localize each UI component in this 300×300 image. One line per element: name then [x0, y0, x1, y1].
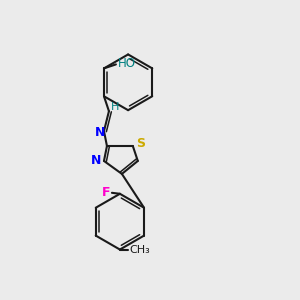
Text: H: H	[111, 102, 119, 112]
Text: N: N	[91, 154, 101, 167]
Text: HO: HO	[118, 57, 136, 70]
Text: F: F	[101, 186, 110, 199]
Text: CH₃: CH₃	[130, 244, 151, 254]
Text: N: N	[95, 126, 105, 139]
Text: S: S	[136, 136, 145, 149]
